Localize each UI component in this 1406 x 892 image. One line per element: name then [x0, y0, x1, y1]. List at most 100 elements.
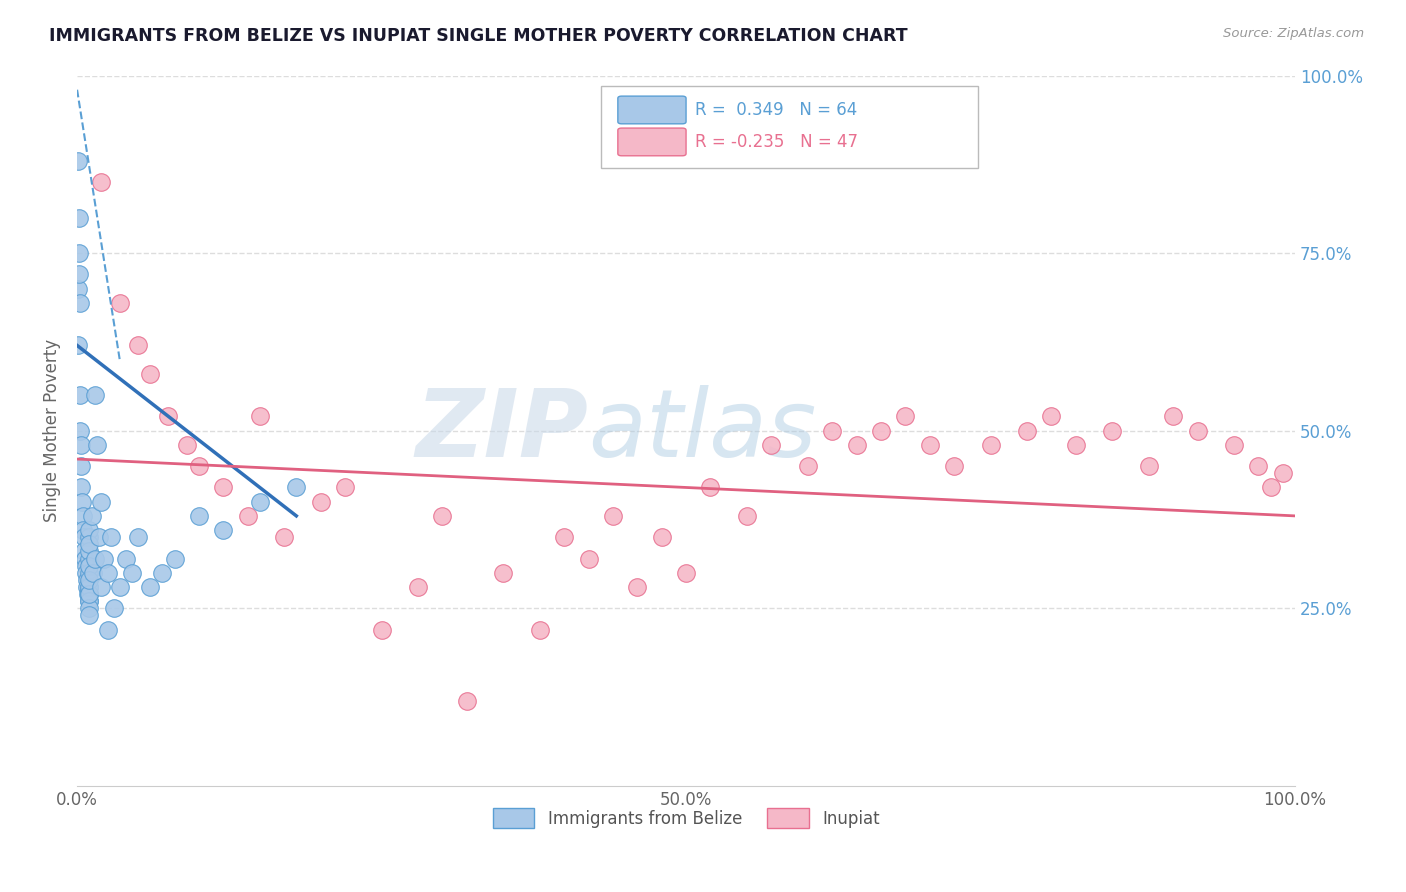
Point [176, 438, 198, 452]
Point [139, 580, 162, 594]
Point [77, 587, 100, 601]
Point [69, 424, 91, 438]
Text: atlas: atlas [589, 385, 817, 476]
Point [77, 551, 100, 566]
Point [75, 558, 97, 573]
Point [943, 459, 966, 474]
Point [67, 268, 90, 282]
Point [76, 573, 98, 587]
Point [626, 580, 648, 594]
Point [980, 438, 1002, 452]
Point [96, 623, 118, 637]
Point [114, 551, 136, 566]
Point [1015, 424, 1038, 438]
Point [77, 580, 100, 594]
Point [918, 438, 941, 452]
Point [70, 480, 93, 494]
Point [1187, 424, 1209, 438]
Point [1064, 438, 1087, 452]
Point [157, 409, 180, 424]
Point [309, 494, 332, 508]
Point [150, 566, 173, 580]
Point [67, 211, 90, 225]
Point [77, 573, 100, 587]
Text: R =  0.349   N = 64: R = 0.349 N = 64 [695, 101, 856, 119]
Point [90, 175, 112, 189]
Point [529, 623, 551, 637]
Point [1040, 409, 1063, 424]
Point [127, 530, 149, 544]
Point [96, 566, 118, 580]
Point [139, 367, 162, 381]
Point [870, 424, 893, 438]
FancyBboxPatch shape [617, 96, 686, 124]
Point [103, 601, 125, 615]
Point [108, 295, 131, 310]
Point [72, 508, 94, 523]
Point [84, 388, 107, 402]
Point [187, 459, 209, 474]
Point [761, 438, 783, 452]
Point [285, 480, 308, 494]
Point [1161, 409, 1184, 424]
Point [1260, 480, 1282, 494]
FancyBboxPatch shape [600, 87, 979, 168]
Point [1137, 459, 1160, 474]
Point [69, 295, 91, 310]
Y-axis label: Single Mother Poverty: Single Mother Poverty [44, 339, 60, 522]
Point [236, 508, 259, 523]
Point [69, 438, 91, 452]
Point [77, 594, 100, 608]
Point [67, 338, 90, 352]
Point [456, 693, 478, 707]
Point [163, 551, 186, 566]
Legend: Immigrants from Belize, Inupiat: Immigrants from Belize, Inupiat [486, 802, 886, 834]
Point [1223, 438, 1246, 452]
Point [845, 438, 868, 452]
Point [77, 530, 100, 544]
Point [651, 530, 673, 544]
Point [127, 338, 149, 352]
Text: IMMIGRANTS FROM BELIZE VS INUPIAT SINGLE MOTHER POVERTY CORRELATION CHART: IMMIGRANTS FROM BELIZE VS INUPIAT SINGLE… [49, 27, 908, 45]
Point [77, 594, 100, 608]
Point [212, 523, 235, 537]
Point [90, 580, 112, 594]
Point [77, 587, 100, 601]
Point [77, 566, 100, 580]
Point [69, 388, 91, 402]
Point [67, 282, 90, 296]
Point [894, 409, 917, 424]
Point [249, 494, 271, 508]
Point [735, 508, 758, 523]
Point [80, 508, 103, 523]
Point [121, 566, 143, 580]
Point [77, 587, 100, 601]
Point [73, 544, 96, 558]
Point [77, 544, 100, 558]
Point [553, 530, 575, 544]
Point [67, 246, 90, 260]
Point [108, 580, 131, 594]
Point [492, 566, 515, 580]
Point [821, 424, 844, 438]
FancyBboxPatch shape [617, 128, 686, 156]
Point [77, 580, 100, 594]
Point [77, 608, 100, 623]
Point [675, 566, 697, 580]
Point [77, 558, 100, 573]
Point [797, 459, 820, 474]
Point [333, 480, 356, 494]
Text: Source: ZipAtlas.com: Source: ZipAtlas.com [1223, 27, 1364, 40]
Point [75, 566, 97, 580]
Point [212, 480, 235, 494]
Point [87, 530, 110, 544]
Point [69, 459, 91, 474]
Point [86, 438, 108, 452]
Point [77, 601, 100, 615]
Point [406, 580, 429, 594]
Point [77, 537, 100, 551]
Point [77, 523, 100, 537]
Point [578, 551, 600, 566]
Point [66, 153, 89, 168]
Point [90, 494, 112, 508]
